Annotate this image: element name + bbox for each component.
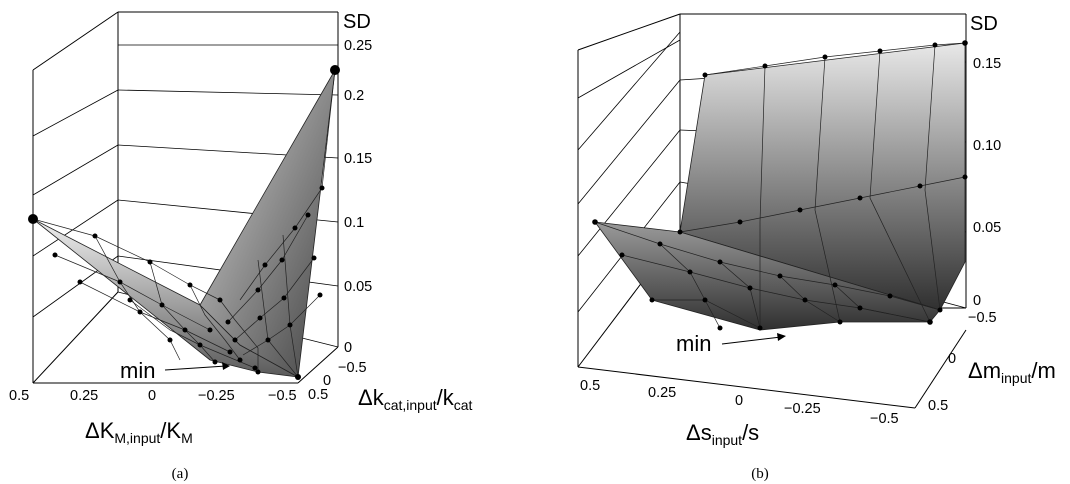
z-tick: 0.15 [973,56,1001,72]
x-tick: −0.5 [268,388,297,404]
panel-a-max-left-marker [28,214,38,224]
x-tick: 0.25 [648,385,676,401]
panel-a-min-arrow [164,365,227,371]
x-tick: −0.25 [784,401,821,417]
x-tick: 0 [148,388,156,404]
z-tick: 0.05 [973,220,1001,236]
y-tick: −0.5 [968,310,997,326]
z-tick: 0.10 [973,138,1001,154]
panel-b-y-ticks: −0.5 0 0.5 [928,310,997,414]
panel-b: 0 0.05 0.10 0.15 SD 0.5 0.25 0 −0.25 −0.… [577,13,1056,482]
y-tick: 0.5 [928,398,948,414]
panel-a-max-right-marker [330,65,340,75]
panel-a-x-ticks: 0.5 0.25 0 −0.25 −0.5 [9,388,297,404]
x-tick: −0.25 [198,388,235,404]
panel-a-y-ticks: −0.5 0 0.5 [308,360,367,403]
z-tick: 0 [973,293,981,309]
y-tick: 0 [948,351,956,367]
z-tick: 0.2 [344,88,364,104]
panel-a-y-axis-label: Δkcat,input/kcat [358,385,473,413]
x-tick: −0.5 [870,411,899,427]
y-tick: 0 [323,373,331,389]
panel-b-min-arrowhead [777,333,786,341]
panel-a-min-arrowhead [222,362,230,370]
x-tick: 0.5 [580,378,600,394]
panel-a: 0 0.05 0.1 0.15 0.2 0.25 SD 0.5 0.25 0 −… [9,11,473,482]
z-tick: 0.1 [344,215,364,231]
z-tick: 0.25 [344,38,372,54]
panel-b-caption: (b) [751,466,769,482]
z-tick: 0.05 [344,279,372,295]
panel-b-y-axis-label: Δminput/m [968,358,1056,386]
y-tick: −0.5 [338,360,367,376]
panel-b-frame [577,13,967,409]
z-tick: 0.15 [344,151,372,167]
panel-b-surface [594,42,966,331]
panel-a-z-ticks: 0 0.05 0.1 0.15 0.2 0.25 [344,38,372,356]
panel-a-x-axis-label: ΔKM,input/KM [85,418,193,446]
panel-b-z-axis-label: SD [970,13,998,35]
z-tick: 0 [344,340,352,356]
panel-a-caption: (a) [172,466,189,482]
x-tick: 0 [735,393,743,409]
panel-b-min-arrow [721,336,782,345]
x-tick: 0.25 [70,388,98,404]
panel-b-min-annotation: min [676,331,711,356]
panel-a-z-axis-label: SD [343,11,371,33]
panel-a-markers [28,65,340,380]
panel-b-z-ticks: 0 0.05 0.10 0.15 [973,56,1001,309]
y-tick: 0.5 [308,387,328,403]
panel-a-min-annotation: min [120,358,155,383]
panel-b-x-ticks: 0.5 0.25 0 −0.25 −0.5 [580,378,899,427]
panel-b-markers [592,40,968,331]
panel-b-x-axis-label: Δsinput/s [686,420,759,448]
x-tick: 0.5 [9,388,29,404]
